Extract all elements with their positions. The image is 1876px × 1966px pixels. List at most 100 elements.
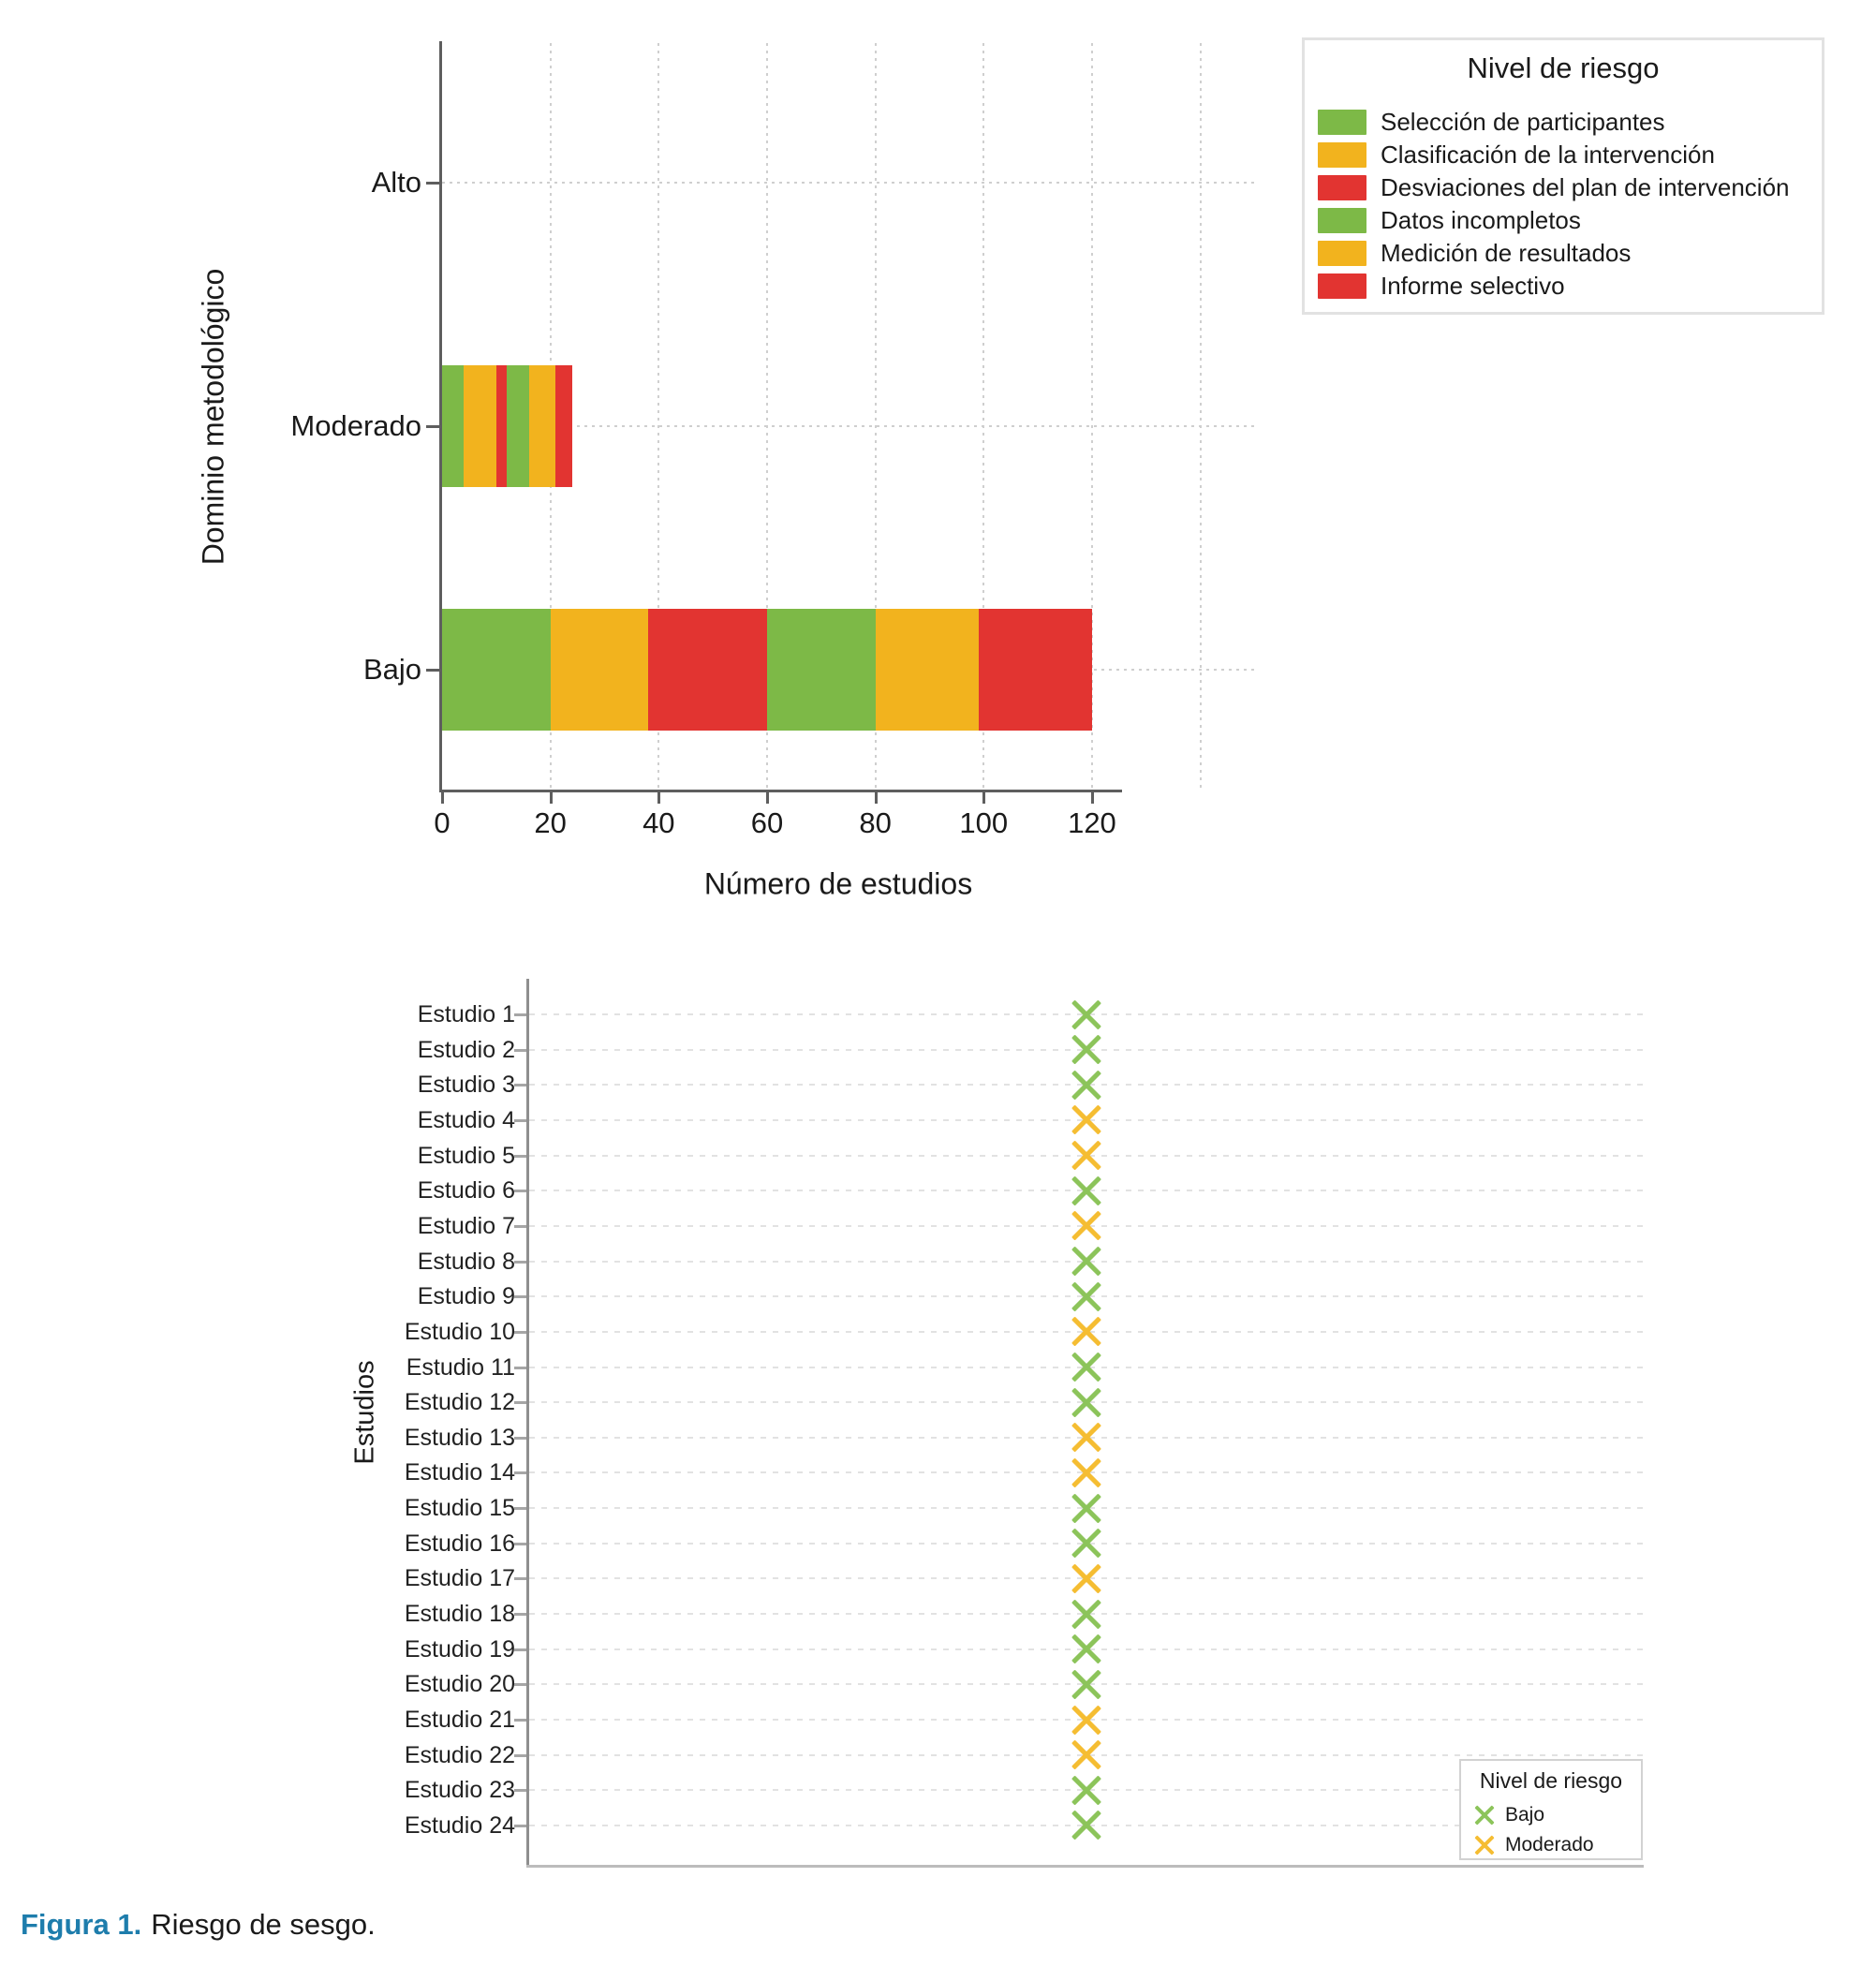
risk-marker-moderado (1071, 1422, 1102, 1454)
study-row-label: Estudio 13 (404, 1424, 515, 1451)
x-axis-tick-label: 40 (643, 806, 675, 839)
legend-item: Selección de participantes (1318, 106, 1665, 139)
study-row-label: Estudio 20 (404, 1671, 515, 1698)
risk-marker-moderado (1071, 1456, 1102, 1488)
y-axis-tick (426, 182, 439, 185)
bar-segment (875, 609, 979, 731)
risk-marker-bajo (1071, 1069, 1102, 1101)
legend-item: Moderado (1474, 1832, 1594, 1858)
risk-marker-moderado (1071, 1140, 1102, 1172)
legend-item: Medición de resultados (1318, 237, 1631, 270)
risk-marker-bajo (1071, 1386, 1102, 1418)
legend-color-swatch (1318, 208, 1366, 233)
bar-segment (978, 609, 1092, 731)
bar-segment (766, 609, 876, 731)
bar-segment (550, 609, 648, 731)
legend-item-label: Datos incompletos (1381, 206, 1581, 234)
risk-marker-moderado (1071, 1210, 1102, 1242)
dot-chart-legend-title: Nivel de riesgo (1479, 1768, 1623, 1793)
x-axis-tick (549, 792, 553, 804)
x-axis-tick (982, 792, 986, 804)
legend-item: Datos incompletos (1318, 204, 1581, 237)
bar-chart-legend-title: Nivel de riesgo (1467, 52, 1660, 84)
y-axis-tick (514, 1577, 526, 1581)
legend-color-swatch (1318, 142, 1366, 168)
y-axis-line (439, 41, 442, 792)
x-axis-line (526, 1865, 1644, 1868)
y-axis-tick (514, 1507, 526, 1511)
x-axis-tick (1090, 792, 1094, 804)
study-row-label: Estudio 2 (417, 1036, 515, 1063)
y-axis-tick (514, 1753, 526, 1757)
legend-item-label: Moderado (1505, 1834, 1594, 1855)
risk-marker-moderado (1071, 1316, 1102, 1348)
risk-marker-bajo (1071, 1034, 1102, 1066)
legend-item: Clasificación de la intervención (1318, 139, 1715, 171)
x-axis-tick-label: 20 (534, 806, 567, 839)
y-axis-tick (514, 1683, 526, 1687)
x-axis-tick (874, 792, 878, 804)
y-axis-tick (426, 669, 439, 672)
risk-marker-bajo (1071, 1280, 1102, 1312)
y-axis-tick (514, 1613, 526, 1617)
dot-chart-legend: Nivel de riesgo Bajo Moderado (1459, 1759, 1643, 1860)
risk-marker-moderado (1071, 1704, 1102, 1736)
risk-marker-bajo (1071, 1774, 1102, 1806)
study-row-label: Estudio 15 (404, 1495, 515, 1522)
y-axis-tick-label: Bajo (362, 653, 421, 686)
x-axis-tick (765, 792, 769, 804)
y-axis-tick (514, 1330, 526, 1334)
x-axis-tick (657, 792, 661, 804)
study-row-label: Estudio 12 (404, 1389, 515, 1416)
study-row-label: Estudio 17 (404, 1565, 515, 1592)
legend-x-marker (1474, 1805, 1495, 1826)
study-row-label: Estudio 6 (417, 1177, 515, 1205)
bar-segment (442, 609, 551, 731)
bar-chart-x-axis-title: Número de estudios (703, 866, 973, 901)
dot-chart-y-axis-title: Estudios (349, 1360, 380, 1465)
grid-line-vertical (874, 43, 877, 790)
y-axis-tick (514, 1013, 526, 1016)
risk-marker-bajo (1071, 1528, 1102, 1559)
study-row-label: Estudio 3 (417, 1072, 515, 1099)
study-row-label: Estudio 7 (417, 1212, 515, 1239)
grid-line-vertical (982, 43, 985, 790)
legend-color-swatch (1318, 110, 1366, 135)
y-axis-tick (514, 1366, 526, 1369)
grid-line-horizontal (442, 425, 1257, 427)
risk-marker-bajo (1071, 1598, 1102, 1630)
risk-marker-bajo (1071, 1175, 1102, 1206)
study-row-label: Estudio 8 (417, 1248, 515, 1275)
x-axis-tick (441, 792, 444, 804)
study-row-label: Estudio 5 (417, 1142, 515, 1169)
y-axis-tick (514, 1648, 526, 1651)
risk-marker-moderado (1071, 1739, 1102, 1771)
legend-item-label: Medición de resultados (1381, 239, 1632, 267)
bar-segment (528, 365, 556, 487)
risk-marker-bajo (1071, 1246, 1102, 1278)
study-row-label: Estudio 1 (417, 1001, 515, 1027)
legend-color-swatch (1318, 273, 1366, 299)
grid-line-horizontal (442, 182, 1257, 184)
legend-item-label: Clasificación de la intervención (1381, 140, 1715, 169)
legend-item: Desviaciones del plan de intervención (1318, 171, 1790, 204)
figure-caption-label: Figura 1. (21, 1908, 142, 1941)
bar-segment (647, 609, 767, 731)
legend-item-label: Bajo (1505, 1804, 1545, 1826)
y-axis-tick (514, 1295, 526, 1299)
y-axis-tick-label: Alto (371, 166, 421, 199)
x-axis-tick-label: 100 (959, 806, 1009, 839)
figure-caption: Figura 1. Riesgo de sesgo. (21, 1907, 376, 1943)
study-row-label: Estudio 9 (417, 1283, 515, 1310)
grid-line-vertical (657, 43, 660, 790)
study-row-label: Estudio 18 (404, 1601, 515, 1628)
legend-x-marker (1474, 1835, 1495, 1855)
y-axis-tick (514, 1118, 526, 1122)
y-axis-tick-label: Moderado (290, 409, 421, 442)
x-axis-tick-label: 60 (750, 806, 784, 839)
